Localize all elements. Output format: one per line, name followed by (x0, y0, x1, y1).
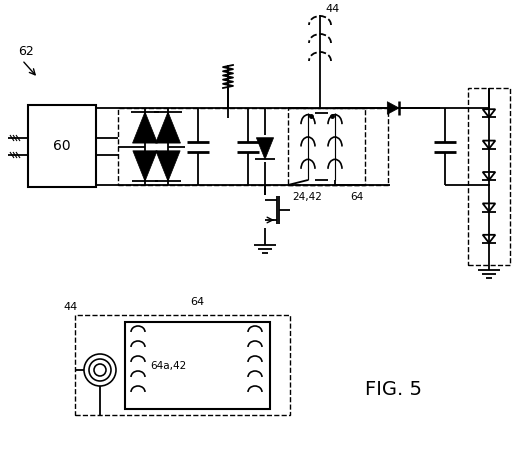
Polygon shape (133, 151, 157, 181)
Text: 64: 64 (190, 297, 204, 307)
Bar (288, 108, 365, 185)
Polygon shape (156, 151, 180, 181)
Text: FIG. 5: FIG. 5 (365, 380, 422, 399)
Text: 64a,42: 64a,42 (150, 361, 186, 371)
Text: 60: 60 (53, 139, 71, 153)
Text: 44: 44 (63, 302, 77, 312)
Bar (125, 322, 270, 409)
Text: 64: 64 (350, 192, 363, 202)
Text: 62: 62 (18, 45, 34, 58)
Text: 24,42: 24,42 (292, 192, 322, 202)
Polygon shape (155, 112, 180, 143)
Polygon shape (133, 112, 158, 143)
Bar (468, 88, 510, 265)
Polygon shape (387, 102, 399, 114)
Text: 44: 44 (325, 4, 339, 14)
Bar (75, 315, 290, 415)
Polygon shape (256, 138, 274, 159)
Bar (28, 105, 96, 187)
Bar (118, 108, 388, 185)
